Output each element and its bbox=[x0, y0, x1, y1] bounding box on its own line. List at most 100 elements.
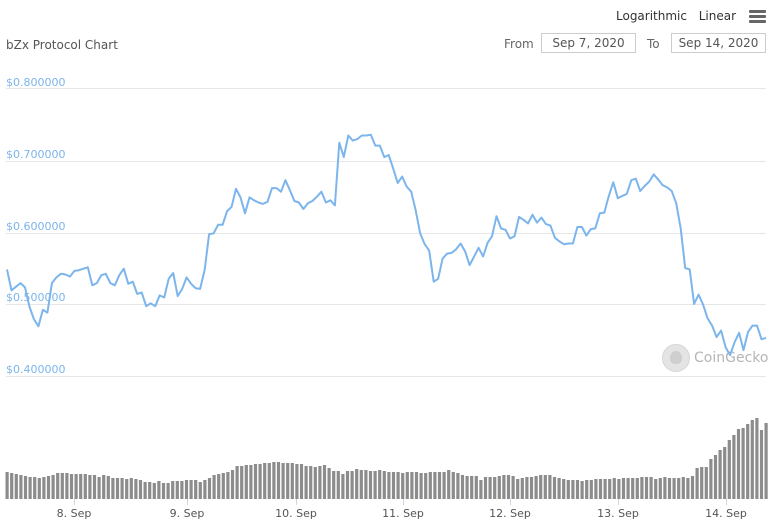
volume-bar bbox=[640, 477, 644, 499]
volume-bar bbox=[718, 450, 722, 499]
volume-bar bbox=[419, 473, 423, 499]
y-tick-label: $0.700000 bbox=[6, 148, 66, 161]
volume-bar bbox=[46, 476, 51, 499]
volume-bar bbox=[106, 476, 110, 499]
volume-bar bbox=[276, 462, 281, 499]
volume-bar bbox=[621, 478, 626, 499]
volume-bar bbox=[401, 473, 405, 499]
volume-bar bbox=[92, 475, 97, 499]
grid-lines bbox=[6, 88, 766, 377]
volume-bar bbox=[493, 477, 497, 499]
volume-bar bbox=[138, 480, 143, 499]
volume-bars bbox=[5, 418, 768, 499]
volume-bar bbox=[755, 418, 759, 499]
range-from-input[interactable] bbox=[541, 33, 636, 53]
volume-bar bbox=[700, 467, 704, 499]
volume-bar bbox=[585, 480, 589, 499]
volume-bar bbox=[74, 474, 78, 499]
volume-bar bbox=[603, 479, 607, 499]
y-tick-label: $0.400000 bbox=[6, 363, 66, 376]
volume-bar bbox=[672, 478, 676, 499]
volume-bar bbox=[474, 476, 478, 499]
volume-bar bbox=[387, 472, 391, 499]
volume-bar bbox=[258, 464, 262, 499]
volume-bar bbox=[230, 470, 235, 499]
volume-bar bbox=[608, 479, 612, 499]
volume-bar bbox=[750, 420, 754, 499]
y-tick-label: $0.800000 bbox=[6, 76, 66, 89]
volume-bar bbox=[598, 479, 603, 499]
volume-bar bbox=[111, 478, 115, 499]
volume-bar bbox=[612, 478, 616, 499]
volume-bar bbox=[534, 476, 538, 499]
volume-bar bbox=[483, 477, 488, 499]
volume-bar bbox=[267, 463, 271, 499]
volume-bar bbox=[631, 478, 635, 499]
chart-title: bZx Protocol Chart bbox=[6, 38, 118, 52]
volume-bar bbox=[295, 464, 299, 499]
volume-bar bbox=[428, 472, 432, 499]
volume-bar bbox=[451, 472, 455, 499]
range-to-label: To bbox=[647, 37, 660, 51]
volume-bar bbox=[506, 475, 511, 499]
volume-bar bbox=[511, 476, 515, 499]
volume-bar bbox=[281, 463, 285, 499]
scale-linear-button[interactable]: Linear bbox=[698, 9, 736, 23]
volume-bar bbox=[516, 479, 520, 499]
volume-bar bbox=[746, 424, 750, 499]
volume-bar bbox=[10, 473, 14, 499]
volume-bar bbox=[56, 473, 60, 499]
volume-bar bbox=[709, 459, 713, 499]
volume-bar bbox=[290, 463, 294, 499]
volume-bar bbox=[465, 476, 469, 499]
volume-bar bbox=[345, 471, 350, 499]
volume-bar bbox=[184, 480, 189, 499]
volume-bar bbox=[336, 471, 340, 499]
volume-bar bbox=[759, 430, 764, 499]
volume-bar bbox=[677, 478, 681, 499]
volume-bar bbox=[589, 480, 593, 499]
hamburger-menu-icon[interactable] bbox=[749, 10, 766, 23]
volume-bar bbox=[341, 474, 345, 499]
watermark-text: CoinGecko bbox=[694, 350, 769, 366]
x-tick-label: 10. Sep bbox=[275, 507, 317, 520]
volume-bar bbox=[479, 480, 483, 499]
volume-bar bbox=[332, 471, 336, 499]
volume-bar bbox=[304, 466, 308, 499]
volume-bar bbox=[143, 482, 147, 499]
volume-bar bbox=[594, 479, 598, 499]
volume-bar bbox=[690, 476, 695, 499]
volume-bar bbox=[226, 472, 230, 499]
volume-bar bbox=[539, 475, 543, 499]
volume-bar bbox=[120, 478, 124, 499]
x-tick-label: 12. Sep bbox=[489, 507, 531, 520]
volume-bar bbox=[359, 470, 363, 499]
volume-bar bbox=[60, 473, 64, 499]
volume-bar bbox=[97, 477, 101, 499]
volume-bar bbox=[355, 469, 359, 499]
volume-bar bbox=[180, 481, 184, 499]
range-to-input[interactable] bbox=[671, 33, 766, 53]
volume-bar bbox=[28, 477, 32, 499]
volume-bar bbox=[244, 465, 248, 499]
y-tick-label: $0.600000 bbox=[6, 220, 66, 233]
scale-logarithmic-button[interactable]: Logarithmic bbox=[616, 9, 687, 23]
volume-bar bbox=[382, 471, 386, 499]
volume-bar bbox=[157, 481, 161, 499]
volume-bar bbox=[447, 470, 451, 499]
volume-bar bbox=[617, 479, 621, 499]
volume-bar bbox=[543, 475, 547, 499]
volume-bar bbox=[198, 482, 202, 499]
volume-bar bbox=[318, 466, 322, 499]
volume-bar bbox=[83, 474, 87, 499]
volume-bar bbox=[713, 455, 718, 499]
volume-bar bbox=[207, 478, 212, 499]
volume-bar bbox=[249, 465, 253, 499]
volume-bar bbox=[189, 480, 193, 499]
volume-bar bbox=[764, 423, 768, 499]
coingecko-watermark: CoinGecko bbox=[662, 344, 768, 372]
volume-bar bbox=[424, 473, 428, 499]
volume-bar bbox=[723, 447, 727, 499]
volume-bar bbox=[552, 477, 557, 499]
